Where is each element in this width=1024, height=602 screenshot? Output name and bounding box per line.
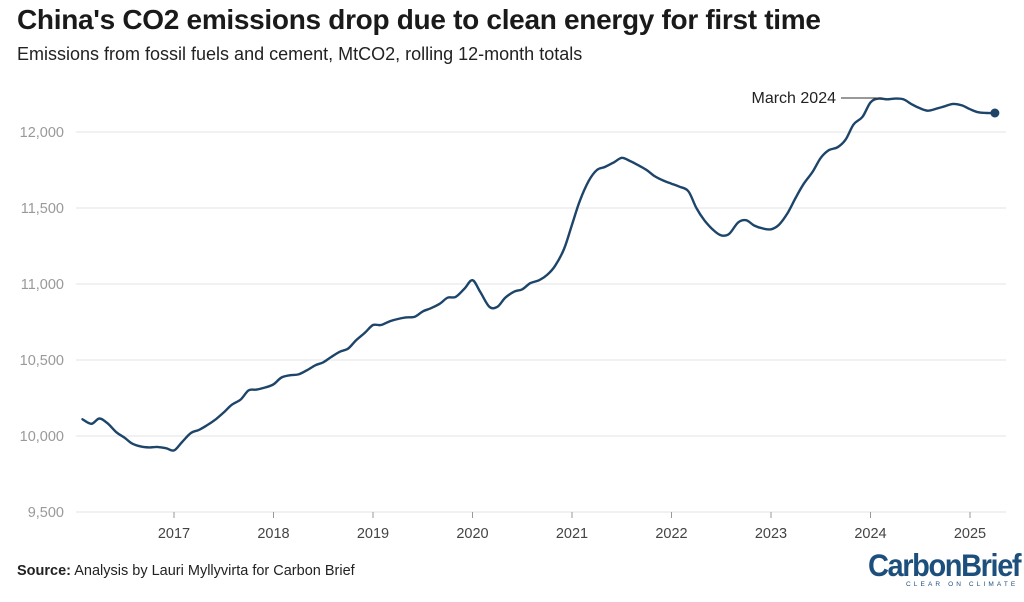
logo-wordmark: CarbonBrief bbox=[868, 548, 1022, 584]
x-tick-label: 2023 bbox=[755, 526, 787, 542]
carbon-brief-logo: CarbonBrief CLEAR ON CLIMATE bbox=[868, 548, 1022, 590]
annotation-layer: March 2024 bbox=[752, 90, 882, 107]
logo-tagline: CLEAR ON CLIMATE bbox=[906, 581, 1019, 588]
x-tick-label: 2017 bbox=[158, 526, 190, 542]
x-tick-label: 2022 bbox=[655, 526, 687, 542]
source-label: Source: bbox=[17, 563, 71, 579]
y-tick-label: 10,500 bbox=[20, 353, 64, 369]
x-tick-label: 2025 bbox=[954, 526, 986, 542]
x-tick-label: 2018 bbox=[257, 526, 289, 542]
y-tick-label: 12,000 bbox=[20, 125, 64, 141]
series-line-0 bbox=[81, 97, 997, 452]
annotation-label: March 2024 bbox=[752, 90, 837, 107]
y-tick-label: 9,500 bbox=[28, 505, 64, 521]
x-axis-tick-labels: 2017 2018 2019 2020 2021 2022 2023 2024 2025 bbox=[158, 512, 986, 542]
gridlines bbox=[76, 131, 1006, 513]
logo-text-carbon: Carbon bbox=[868, 548, 963, 584]
x-tick-label: 2021 bbox=[556, 526, 588, 542]
x-tick-label: 2020 bbox=[456, 526, 488, 542]
series-layer bbox=[81, 97, 1000, 452]
y-tick-label: 11,500 bbox=[21, 201, 64, 217]
logo-text-brief: Brief bbox=[961, 548, 1021, 584]
y-axis-tick-labels: 9,500 10,000 10,500 11,000 11,500 12,000 bbox=[20, 125, 64, 521]
source-text: Analysis by Lauri Myllyvirta for Carbon … bbox=[74, 563, 355, 579]
y-tick-label: 11,000 bbox=[21, 277, 64, 293]
series-end-point bbox=[990, 108, 1000, 118]
page-title: China's CO2 emissions drop due to clean … bbox=[17, 4, 821, 35]
x-tick-label: 2019 bbox=[357, 526, 389, 542]
x-tick-label: 2024 bbox=[854, 526, 886, 542]
y-tick-label: 10,000 bbox=[20, 429, 64, 445]
source-note: Source: Analysis by Lauri Myllyvirta for… bbox=[17, 563, 355, 579]
chart-subtitle: Emissions from fossil fuels and cement, … bbox=[17, 44, 583, 64]
